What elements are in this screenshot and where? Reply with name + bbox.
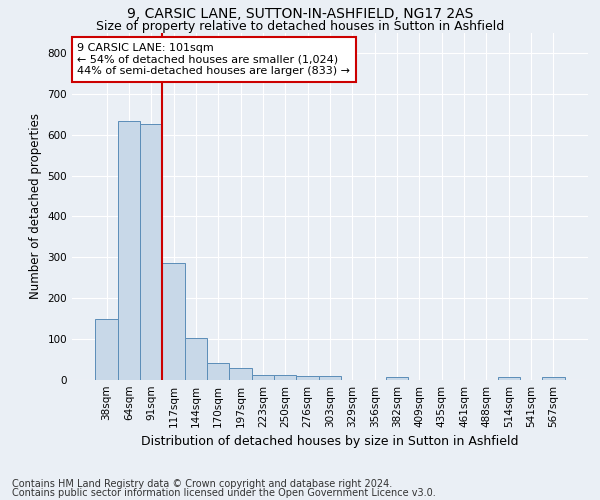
Bar	[274, 375, 296, 380]
Bar	[140, 124, 163, 380]
Bar	[252, 375, 274, 380]
Bar	[319, 376, 341, 380]
Bar	[296, 376, 319, 380]
Text: 9 CARSIC LANE: 101sqm
← 54% of detached houses are smaller (1,024)
44% of semi-d: 9 CARSIC LANE: 101sqm ← 54% of detached …	[77, 43, 350, 76]
Bar	[386, 377, 408, 380]
Bar	[118, 121, 140, 380]
Bar	[229, 368, 252, 380]
Text: Size of property relative to detached houses in Sutton in Ashfield: Size of property relative to detached ho…	[96, 20, 504, 33]
Bar	[95, 318, 118, 380]
Text: Contains HM Land Registry data © Crown copyright and database right 2024.: Contains HM Land Registry data © Crown c…	[12, 479, 392, 489]
X-axis label: Distribution of detached houses by size in Sutton in Ashfield: Distribution of detached houses by size …	[141, 436, 519, 448]
Bar	[207, 363, 229, 380]
Text: 9, CARSIC LANE, SUTTON-IN-ASHFIELD, NG17 2AS: 9, CARSIC LANE, SUTTON-IN-ASHFIELD, NG17…	[127, 8, 473, 22]
Y-axis label: Number of detached properties: Number of detached properties	[29, 114, 42, 299]
Text: Contains public sector information licensed under the Open Government Licence v3: Contains public sector information licen…	[12, 488, 436, 498]
Bar	[185, 338, 207, 380]
Bar	[497, 376, 520, 380]
Bar	[542, 376, 565, 380]
Bar	[163, 262, 185, 380]
